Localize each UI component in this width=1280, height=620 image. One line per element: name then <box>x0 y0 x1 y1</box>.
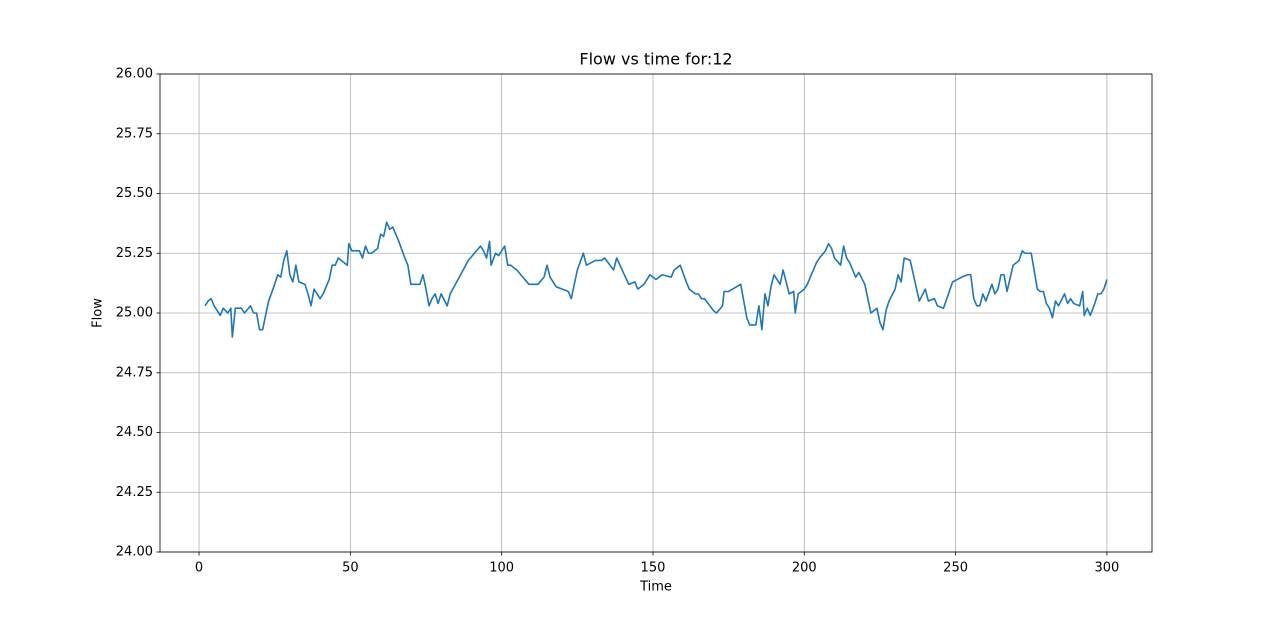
chart-title: Flow vs time for:12 <box>579 50 732 69</box>
y-tick-label: 25.00 <box>116 306 153 321</box>
x-tick-label: 100 <box>489 561 514 576</box>
x-tick-label: 200 <box>792 561 817 576</box>
plot-frame <box>159 73 1153 553</box>
y-axis-label: Flow <box>91 298 106 328</box>
y-tick-label: 25.50 <box>116 186 153 201</box>
x-tick-label: 50 <box>342 561 359 576</box>
y-tick-label: 24.00 <box>116 545 153 560</box>
x-tick-label: 250 <box>943 561 968 576</box>
x-tick-label: 0 <box>195 561 203 576</box>
data-line <box>204 221 1108 338</box>
x-axis-label: Time <box>639 580 672 595</box>
y-tick-label: 24.75 <box>116 365 153 380</box>
y-tick-label: 25.25 <box>116 246 153 261</box>
y-tick-label: 24.50 <box>116 425 153 440</box>
y-tick-label: 24.25 <box>116 485 153 500</box>
y-tick-label: 25.75 <box>116 126 153 141</box>
x-tick-label: 300 <box>1094 561 1119 576</box>
x-tick-label: 150 <box>641 561 666 576</box>
y-tick-label: 26.00 <box>116 67 153 82</box>
